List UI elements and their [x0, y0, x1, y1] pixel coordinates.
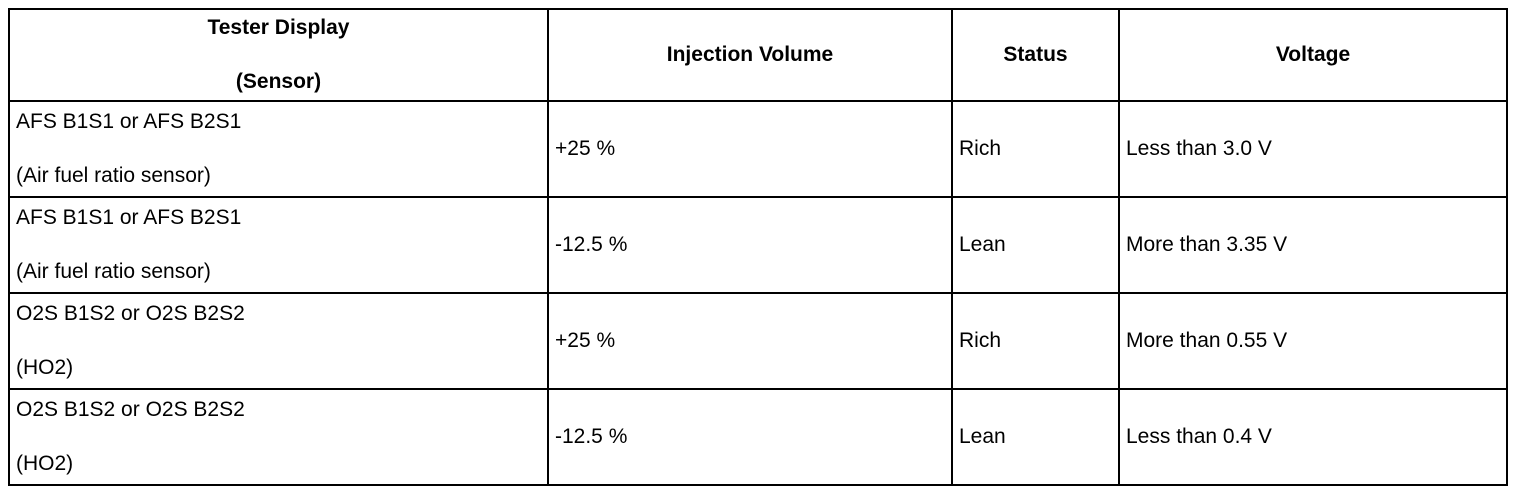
- table-cell: O2S B1S2 or O2S B2S2 (HO2): [8, 388, 549, 486]
- table-row: AFS B1S1 or AFS B2S1 (Air fuel ratio sens…: [8, 196, 1508, 294]
- table-row: O2S B1S2 or O2S B2S2 (HO2) +25 % Rich More t…: [8, 292, 1508, 390]
- cell-text: AFS B1S1 or AFS B2S1: [16, 206, 242, 229]
- table-row: O2S B1S2 or O2S B2S2 (HO2) -12.5 % Lean Less…: [8, 388, 1508, 486]
- cell-text: (HO2): [16, 452, 74, 475]
- table-cell: More than 3.35 V: [1118, 196, 1508, 294]
- header-row: Tester Display (Sensor) Injection Volume St…: [8, 8, 1508, 102]
- cell-text: O2S B1S2 or O2S B2S2: [16, 302, 245, 325]
- cell-text: More than 0.55 V: [1126, 329, 1288, 352]
- table-body: AFS B1S1 or AFS B2S1 (Air fuel ratio sens…: [8, 100, 1508, 486]
- table-cell: -12.5 %: [547, 196, 953, 294]
- cell-text: (HO2): [16, 356, 74, 379]
- cell-text: -12.5 %: [555, 425, 628, 448]
- table-cell: -12.5 %: [547, 388, 953, 486]
- table-cell: Rich: [951, 292, 1120, 390]
- cell-text: Less than 3.0 V: [1126, 137, 1272, 160]
- header-cell: Injection Volume: [547, 8, 953, 102]
- table-cell: Less than 3.0 V: [1118, 100, 1508, 198]
- cell-text: Lean: [959, 425, 1006, 448]
- header-cell: Voltage: [1118, 8, 1508, 102]
- table-cell: More than 0.55 V: [1118, 292, 1508, 390]
- cell-text: Status: [1003, 43, 1068, 66]
- cell-text: +25 %: [555, 329, 616, 352]
- cell-text: Tester Display: [207, 16, 350, 39]
- table-cell: AFS B1S1 or AFS B2S1 (Air fuel ratio sens…: [8, 196, 549, 294]
- table-cell: Less than 0.4 V: [1118, 388, 1508, 486]
- table-row: AFS B1S1 or AFS B2S1 (Air fuel ratio sens…: [8, 100, 1508, 198]
- cell-text: -12.5 %: [555, 233, 628, 256]
- cell-text: (Sensor): [235, 70, 322, 93]
- table-cell: +25 %: [547, 100, 953, 198]
- cell-text: Lean: [959, 233, 1006, 256]
- cell-text: (Air fuel ratio sensor): [16, 164, 211, 187]
- table-cell: Rich: [951, 100, 1120, 198]
- cell-text: More than 3.35 V: [1126, 233, 1288, 256]
- cell-text: +25 %: [555, 137, 616, 160]
- table-cell: Lean: [951, 196, 1120, 294]
- header-cell: Status: [951, 8, 1120, 102]
- table-cell: AFS B1S1 or AFS B2S1 (Air fuel ratio sens…: [8, 100, 549, 198]
- cell-text: Less than 0.4 V: [1126, 425, 1272, 448]
- cell-text: AFS B1S1 or AFS B2S1: [16, 110, 242, 133]
- data-table: Tester Display (Sensor) Injection Volume St…: [8, 8, 1508, 486]
- table-cell: +25 %: [547, 292, 953, 390]
- cell-text: Voltage: [1275, 43, 1351, 66]
- table-cell: Lean: [951, 388, 1120, 486]
- cell-text: O2S B1S2 or O2S B2S2: [16, 398, 245, 421]
- cell-text: Rich: [959, 137, 1002, 160]
- cell-text: Injection Volume: [666, 43, 834, 66]
- header-cell: Tester Display (Sensor): [8, 8, 549, 102]
- cell-text: (Air fuel ratio sensor): [16, 260, 211, 283]
- table-cell: O2S B1S2 or O2S B2S2 (HO2): [8, 292, 549, 390]
- cell-text: Rich: [959, 329, 1002, 352]
